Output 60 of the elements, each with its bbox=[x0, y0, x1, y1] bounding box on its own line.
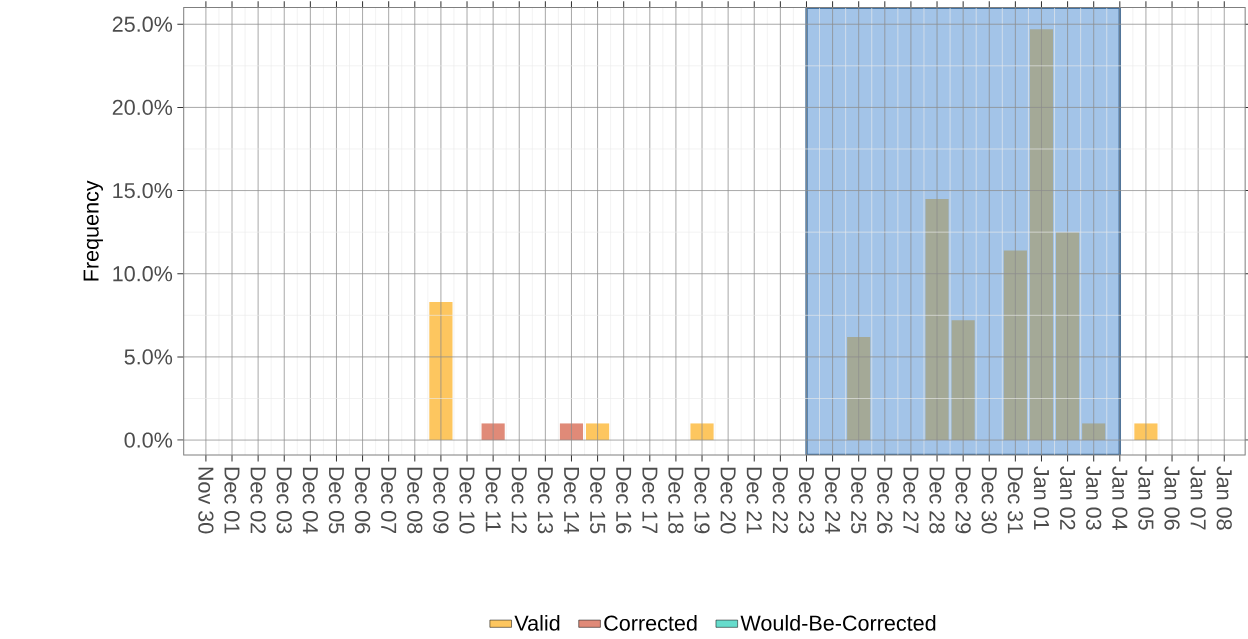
x-tick-label: Dec 19 bbox=[694, 467, 710, 534]
x-tick-label: Dec 14 bbox=[563, 467, 579, 534]
x-tick-label: Dec 25 bbox=[851, 467, 867, 534]
x-tick-label: Dec 15 bbox=[590, 467, 606, 534]
x-tick-label: Dec 02 bbox=[250, 467, 266, 534]
x-tick-label: Jan 06 bbox=[1164, 466, 1180, 530]
x-tick-label: Dec 31 bbox=[1007, 467, 1024, 534]
x-tick-label: Dec 17 bbox=[642, 467, 658, 534]
x-tick-label: Dec 12 bbox=[511, 467, 527, 534]
bar bbox=[847, 337, 871, 441]
x-tick-label: Dec 26 bbox=[877, 467, 893, 534]
x-tick-label: Dec 11 bbox=[485, 467, 501, 532]
bar bbox=[925, 199, 949, 441]
x-tick-label: Dec 20 bbox=[720, 467, 736, 534]
bar bbox=[585, 423, 610, 441]
x-tick-label: Nov 30 bbox=[198, 467, 214, 534]
x-tick-label: Dec 05 bbox=[328, 467, 345, 534]
x-tick-label: Jan 07 bbox=[1190, 466, 1206, 530]
y-tick-label: 0.0% bbox=[124, 432, 173, 448]
x-tick-label: Dec 10 bbox=[459, 467, 475, 534]
x-tick-label: Dec 30 bbox=[981, 467, 997, 534]
x-tick-label: Jan 01 bbox=[1033, 466, 1050, 530]
x-tick-label: Jan 02 bbox=[1059, 466, 1076, 530]
x-tick-label: Dec 22 bbox=[772, 467, 788, 534]
x-tick-label: Dec 08 bbox=[407, 467, 423, 534]
y-tick-label: 15.0% bbox=[113, 183, 173, 199]
x-tick-label: Jan 04 bbox=[1112, 466, 1128, 531]
x-tick-label: Dec 01 bbox=[224, 467, 240, 534]
x-tick-label: Dec 21 bbox=[746, 467, 762, 534]
x-tick-label: Jan 03 bbox=[1086, 466, 1102, 530]
bar bbox=[690, 423, 714, 441]
legend-label: Valid bbox=[514, 615, 560, 631]
bar bbox=[559, 423, 584, 441]
x-tick-label: Dec 09 bbox=[433, 467, 449, 534]
x-tick-label: Dec 07 bbox=[381, 467, 397, 534]
x-tick-label: Dec 13 bbox=[537, 467, 553, 534]
y-axis-title: Frequency bbox=[83, 180, 103, 281]
bar bbox=[1134, 423, 1158, 441]
bar bbox=[1029, 29, 1054, 441]
bar bbox=[1056, 232, 1080, 441]
legend-label: Would-Be-Corrected bbox=[740, 615, 936, 631]
x-tick-label: Dec 03 bbox=[276, 467, 292, 534]
bar bbox=[1082, 423, 1106, 441]
legend-label: Corrected bbox=[604, 615, 697, 631]
x-tick-label: Dec 06 bbox=[354, 467, 371, 534]
x-tick-label: Dec 04 bbox=[302, 467, 318, 534]
x-tick-label: Jan 05 bbox=[1138, 466, 1154, 530]
x-tick-label: Dec 29 bbox=[955, 467, 971, 534]
x-tick-label: Dec 27 bbox=[903, 467, 919, 534]
y-tick-label: 10.0% bbox=[113, 266, 173, 282]
x-tick-label: Dec 28 bbox=[929, 467, 945, 534]
y-tick-label: 5.0% bbox=[124, 349, 173, 365]
bar bbox=[1003, 250, 1027, 441]
x-tick-label: Jan 08 bbox=[1216, 466, 1232, 530]
x-tick-label: Dec 24 bbox=[824, 467, 841, 534]
y-tick-label: 25.0% bbox=[112, 16, 173, 32]
x-tick-label: Dec 16 bbox=[616, 467, 632, 534]
y-tick-label: 20.0% bbox=[112, 99, 173, 116]
x-tick-label: Dec 23 bbox=[798, 467, 815, 534]
x-tick-label: Dec 18 bbox=[668, 467, 684, 534]
